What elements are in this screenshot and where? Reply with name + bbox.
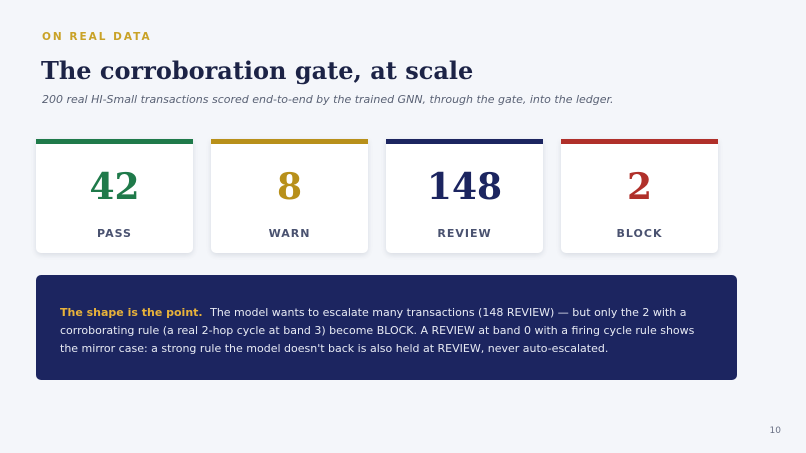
stat-label: REVIEW: [437, 227, 492, 240]
eyebrow: ON REAL DATA: [42, 31, 152, 43]
stat-label: WARN: [268, 227, 311, 240]
callout: The shape is the point. The model wants …: [36, 275, 737, 380]
stat-card: 148 REVIEW: [386, 139, 543, 253]
stat-value: 148: [426, 166, 503, 208]
stat-label: BLOCK: [616, 227, 663, 240]
stat-value: 42: [89, 166, 140, 208]
stat-card: 2 BLOCK: [561, 139, 718, 253]
page-number: 10: [769, 426, 781, 436]
stat-label: PASS: [97, 227, 132, 240]
stat-value: 2: [626, 166, 653, 208]
stat-card: 8 WARN: [211, 139, 368, 253]
callout-lead: The shape is the point.: [60, 306, 203, 319]
callout-body: The model wants to escalate many transac…: [60, 306, 695, 355]
title: The corroboration gate, at scale: [41, 56, 474, 85]
stat-card: 42 PASS: [36, 139, 193, 253]
stat-value: 8: [276, 166, 303, 208]
subtitle: 200 real HI-Small transactions scored en…: [42, 93, 614, 106]
